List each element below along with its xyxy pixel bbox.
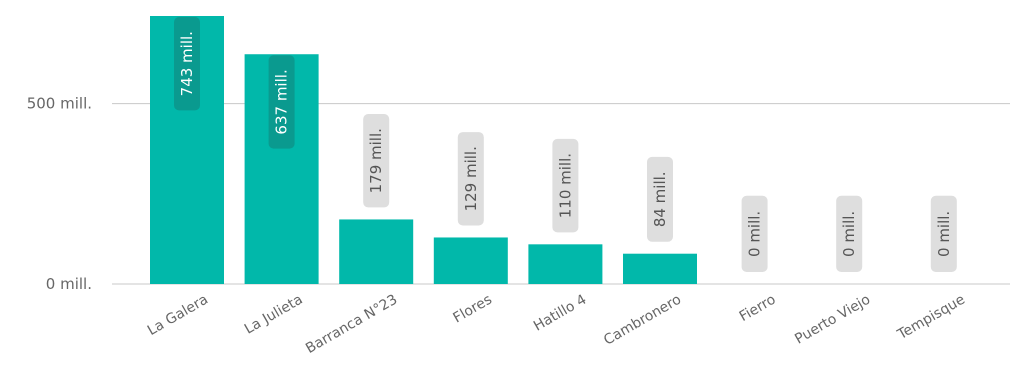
bars xyxy=(150,16,697,284)
data-label-background xyxy=(647,156,673,242)
bar xyxy=(339,219,414,284)
y-axis-ticks: 0 mill. 500 mill. xyxy=(27,95,92,293)
data-label: 129 mill. xyxy=(457,132,484,226)
data-label-text: 0 mill. xyxy=(935,211,953,257)
x-tick-label: Flores xyxy=(451,292,495,327)
data-label-background xyxy=(836,195,863,272)
x-tick-label: La Julieta xyxy=(242,292,306,338)
data-labels: 743 mill. 637 mill. 179 mill. 129 mill. 110 … xyxy=(174,17,957,272)
x-tick-label: Fierro xyxy=(737,292,779,325)
data-label-text: 129 mill. xyxy=(462,146,480,211)
y-tick-label: 500 mill. xyxy=(27,95,92,113)
data-label-text: 0 mill. xyxy=(840,211,858,257)
bar xyxy=(433,237,508,284)
x-tick-label: La Galera xyxy=(145,292,211,339)
data-label: 0 mill. xyxy=(836,195,863,272)
x-tick-label: Hatillo 4 xyxy=(531,292,589,335)
data-label-background xyxy=(552,138,579,233)
data-label-background xyxy=(457,132,484,226)
data-label: 179 mill. xyxy=(363,114,390,208)
data-label-text: 637 mill. xyxy=(273,69,291,134)
y-tick-label: 0 mill. xyxy=(46,275,92,293)
data-label: 743 mill. xyxy=(174,17,200,111)
x-tick-label: Tempisque xyxy=(894,292,968,344)
data-label: 0 mill. xyxy=(741,195,768,272)
data-label-background xyxy=(174,17,200,111)
data-label-background xyxy=(930,195,957,272)
x-tick-label: Barranca N°23 xyxy=(303,292,400,357)
data-label: 637 mill. xyxy=(268,55,295,149)
data-label-background xyxy=(268,55,295,149)
data-label-text: 110 mill. xyxy=(556,153,574,218)
data-label-text: 0 mill. xyxy=(746,211,764,257)
data-label-background xyxy=(363,114,390,208)
bar xyxy=(623,253,697,284)
x-tick-label: Cambronero xyxy=(601,292,684,349)
data-label-background xyxy=(741,195,768,272)
data-label: 110 mill. xyxy=(552,138,579,233)
data-label: 84 mill. xyxy=(647,156,673,242)
data-label-text: 179 mill. xyxy=(367,128,385,193)
data-label: 0 mill. xyxy=(930,195,957,272)
data-label-text: 743 mill. xyxy=(178,31,196,96)
data-label-text: 84 mill. xyxy=(651,171,669,227)
x-tick-label: Puerto Viejo xyxy=(792,292,873,348)
bar xyxy=(528,244,603,284)
